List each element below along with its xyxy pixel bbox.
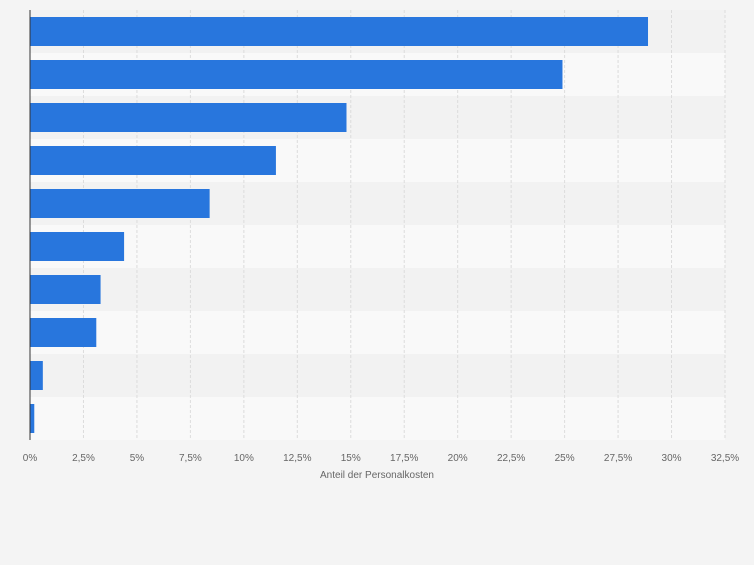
x-tick-label: 30% bbox=[662, 453, 682, 464]
bar bbox=[30, 232, 125, 261]
x-tick-label: 2,5% bbox=[72, 453, 95, 464]
x-tick-label: 7,5% bbox=[179, 453, 202, 464]
bar bbox=[30, 60, 563, 89]
x-tick-label: 15% bbox=[341, 453, 361, 464]
x-tick-label: 32,5% bbox=[711, 453, 739, 464]
bar bbox=[30, 189, 210, 218]
x-tick-label: 5% bbox=[130, 453, 145, 464]
row-band bbox=[30, 225, 725, 268]
bar bbox=[30, 146, 276, 175]
bars bbox=[30, 17, 649, 433]
bar bbox=[30, 103, 347, 132]
bar bbox=[30, 318, 97, 347]
x-tick-label: 25% bbox=[555, 453, 575, 464]
bar bbox=[30, 404, 35, 433]
row-band bbox=[30, 397, 725, 440]
x-tick-label: 0% bbox=[23, 453, 38, 464]
row-band bbox=[30, 268, 725, 311]
bar bbox=[30, 17, 649, 46]
x-tick-label: 20% bbox=[448, 453, 468, 464]
bar bbox=[30, 361, 43, 390]
x-tick-label: 12,5% bbox=[283, 453, 311, 464]
x-tick-label: 10% bbox=[234, 453, 254, 464]
x-axis-label: Anteil der Personalkosten bbox=[320, 470, 434, 481]
x-tick-label: 27,5% bbox=[604, 453, 632, 464]
row-band bbox=[30, 311, 725, 354]
x-tick-labels: 0% 2,5% 5% 7,5% 10% 12,5% 15% 17,5% 20% 22,5% 25% 2… bbox=[23, 453, 740, 464]
x-tick-label: 17,5% bbox=[390, 453, 418, 464]
bar bbox=[30, 275, 101, 304]
x-tick-label: 22,5% bbox=[497, 453, 525, 464]
row-band bbox=[30, 354, 725, 397]
